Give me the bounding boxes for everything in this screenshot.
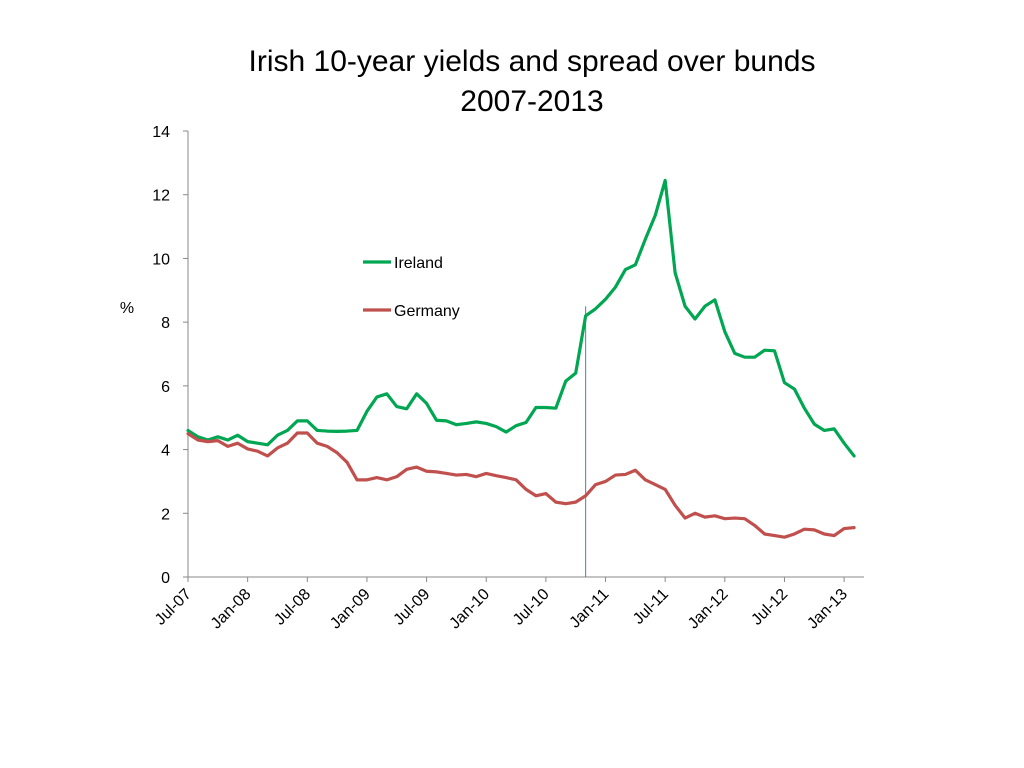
x-tick-label: Jul-08: [271, 586, 314, 629]
legend-label-germany: Germany: [394, 303, 460, 320]
chart-axes: 0 2 4 6 8 10 12 14 Jul-07 Jan-08 Jul-08 Jan-09 Jul-0…: [152, 124, 864, 632]
chart-subtitle: 2007-2013: [460, 85, 604, 118]
y-tick-label: 12: [152, 188, 170, 205]
series-line-germany: [186, 431, 856, 539]
legend-label-ireland: Ireland: [394, 255, 443, 272]
x-tick-label: Jan-10: [446, 586, 493, 633]
legend: Ireland Germany: [363, 255, 460, 320]
y-tick-label: 8: [161, 315, 170, 332]
x-tick-label: Jul-11: [630, 586, 672, 628]
y-tick-label: 4: [161, 443, 170, 460]
x-tick-label: Jul-09: [391, 586, 434, 629]
series-group: [186, 178, 856, 539]
chart-title: Irish 10-year yields and spread over bun…: [248, 45, 816, 78]
chart-title-block: Irish 10-year yields and spread over bun…: [200, 42, 864, 122]
x-tick-label: Jul-07: [152, 586, 195, 629]
y-tick-label: 10: [152, 251, 170, 268]
y-tick-label: 6: [161, 379, 170, 396]
x-tick-label: Jan-08: [208, 586, 255, 633]
y-axis-label: %: [120, 300, 134, 317]
series-line-ireland: [186, 178, 856, 458]
x-tick-label: Jul-12: [748, 586, 791, 629]
x-tick-label: Jan-09: [327, 586, 374, 633]
x-tick-label: Jan-13: [804, 586, 851, 633]
y-tick-label: 2: [161, 506, 170, 523]
x-tick-label: Jan-12: [685, 586, 732, 633]
x-tick-label: Jul-10: [510, 586, 553, 629]
y-tick-label: 14: [152, 124, 170, 141]
y-tick-label: 0: [161, 570, 170, 587]
x-tick-label: Jan-11: [567, 586, 613, 632]
